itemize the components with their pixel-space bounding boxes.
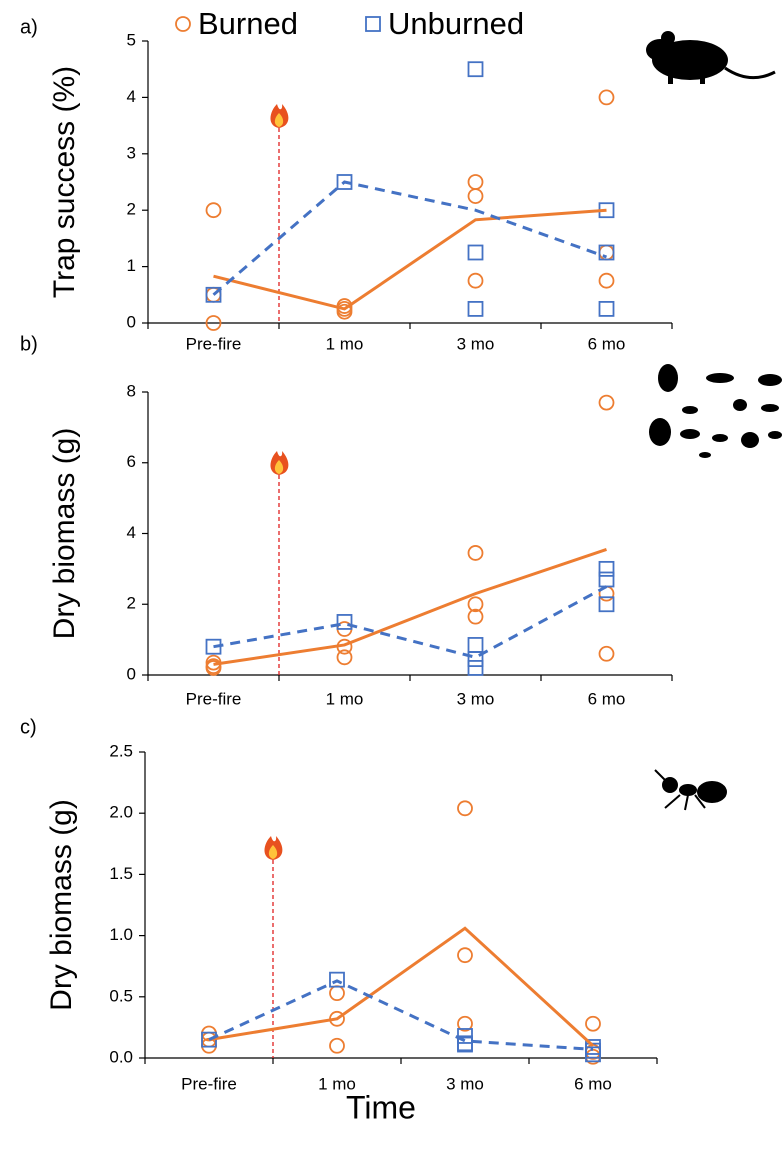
fire-icon — [268, 845, 278, 859]
burned-point — [205, 202, 222, 219]
burned-point — [336, 649, 353, 666]
burned-point — [467, 188, 484, 205]
burned-point — [598, 645, 615, 662]
burned-point — [467, 174, 484, 190]
panel-label: c) — [20, 716, 37, 738]
x-tick-label: Pre-fire — [181, 1074, 237, 1093]
y-tick-label: 4 — [127, 523, 136, 542]
legend-marker — [365, 16, 381, 32]
y-tick-label: 3 — [127, 143, 136, 162]
unburned-point — [598, 560, 615, 577]
y-axis-title: Dry biomass (g) — [48, 428, 81, 640]
burned-point — [467, 596, 484, 613]
burned-point — [598, 272, 615, 289]
x-tick-label: 3 mo — [446, 1074, 484, 1093]
unburned-point — [598, 244, 615, 261]
unburned-point — [467, 61, 484, 78]
y-tick-label: 1.5 — [109, 864, 133, 883]
unburned-point — [467, 660, 484, 676]
unburned-point — [598, 300, 615, 317]
burned-point — [205, 315, 222, 331]
y-tick-label: 1 — [127, 256, 136, 275]
y-tick-label: 1.0 — [109, 925, 133, 944]
burned-point — [457, 947, 473, 964]
ant-icon — [654, 769, 727, 811]
burned-point — [585, 1015, 601, 1032]
x-tick-label: 6 mo — [574, 1074, 612, 1093]
burned-point — [329, 1037, 345, 1054]
y-tick-label: 2.0 — [109, 803, 133, 822]
x-tick-label: 6 mo — [588, 689, 626, 708]
y-axis-title: Trap success (%) — [48, 66, 81, 298]
x-tick-label: Pre-fire — [186, 689, 242, 708]
burned-point — [598, 244, 615, 261]
y-tick-label: 6 — [127, 452, 136, 471]
x-tick-label: Pre-fire — [186, 334, 242, 353]
burned-point — [457, 800, 473, 817]
y-tick-label: 2 — [127, 200, 136, 219]
unburned-point — [467, 637, 484, 653]
fire-icon — [274, 460, 284, 474]
x-tick-label: 1 mo — [318, 1074, 356, 1093]
unburned-point — [467, 244, 484, 261]
panels: Burned Unburned a) Trap success (%) 0 1 2 3 4 5 Pr… — [20, 6, 673, 1125]
y-tick-label: 0 — [127, 312, 136, 331]
unburned-point — [598, 571, 615, 588]
legend-label: Burned — [198, 6, 298, 41]
panel-label: b) — [20, 333, 38, 355]
burned-point — [467, 545, 484, 561]
burned-point — [598, 89, 615, 106]
unburned-point — [467, 651, 484, 667]
unburned-point — [457, 1036, 473, 1053]
mean-line — [213, 585, 608, 659]
burned-point — [598, 394, 615, 411]
y-tick-label: 0 — [127, 664, 136, 683]
unburned-point — [336, 614, 353, 630]
x-tick-label: 3 mo — [457, 689, 495, 708]
mouse-icon — [646, 31, 776, 84]
burned-point — [329, 985, 345, 1002]
burned-point — [457, 1015, 473, 1032]
y-tick-label: 0.0 — [109, 1047, 133, 1066]
y-tick-label: 2 — [127, 594, 136, 613]
burned-point — [467, 272, 484, 289]
mean-line — [213, 208, 607, 311]
unburned-point — [467, 300, 484, 317]
burned-point — [467, 608, 484, 625]
mean-line — [212, 180, 608, 296]
unburned-point — [598, 596, 615, 613]
fire-icon — [274, 113, 284, 127]
x-tick-label: 3 mo — [457, 334, 495, 353]
x-tick-label: 1 mo — [326, 334, 364, 353]
x-axis-title: Time — [346, 1089, 416, 1125]
legend-label: Unburned — [388, 6, 524, 41]
unburned-point — [205, 286, 222, 303]
panel-label: a) — [20, 16, 38, 38]
y-tick-label: 5 — [127, 30, 136, 49]
insects-icon — [649, 364, 782, 458]
x-tick-label: 1 mo — [326, 689, 364, 708]
y-tick-label: 4 — [127, 87, 136, 106]
unburned-point — [329, 971, 345, 988]
x-tick-label: 6 mo — [588, 334, 626, 353]
mean-line — [213, 547, 607, 666]
y-tick-label: 0.5 — [109, 986, 133, 1005]
y-tick-label: 2.5 — [109, 741, 133, 760]
unburned-point — [585, 1046, 601, 1063]
mean-line — [208, 926, 595, 1047]
y-axis-title: Dry biomass (g) — [45, 799, 78, 1011]
mean-line — [208, 979, 594, 1051]
burned-point — [336, 303, 353, 320]
y-tick-label: 8 — [127, 381, 136, 400]
burned-point — [205, 660, 222, 676]
legend-marker — [175, 16, 191, 32]
